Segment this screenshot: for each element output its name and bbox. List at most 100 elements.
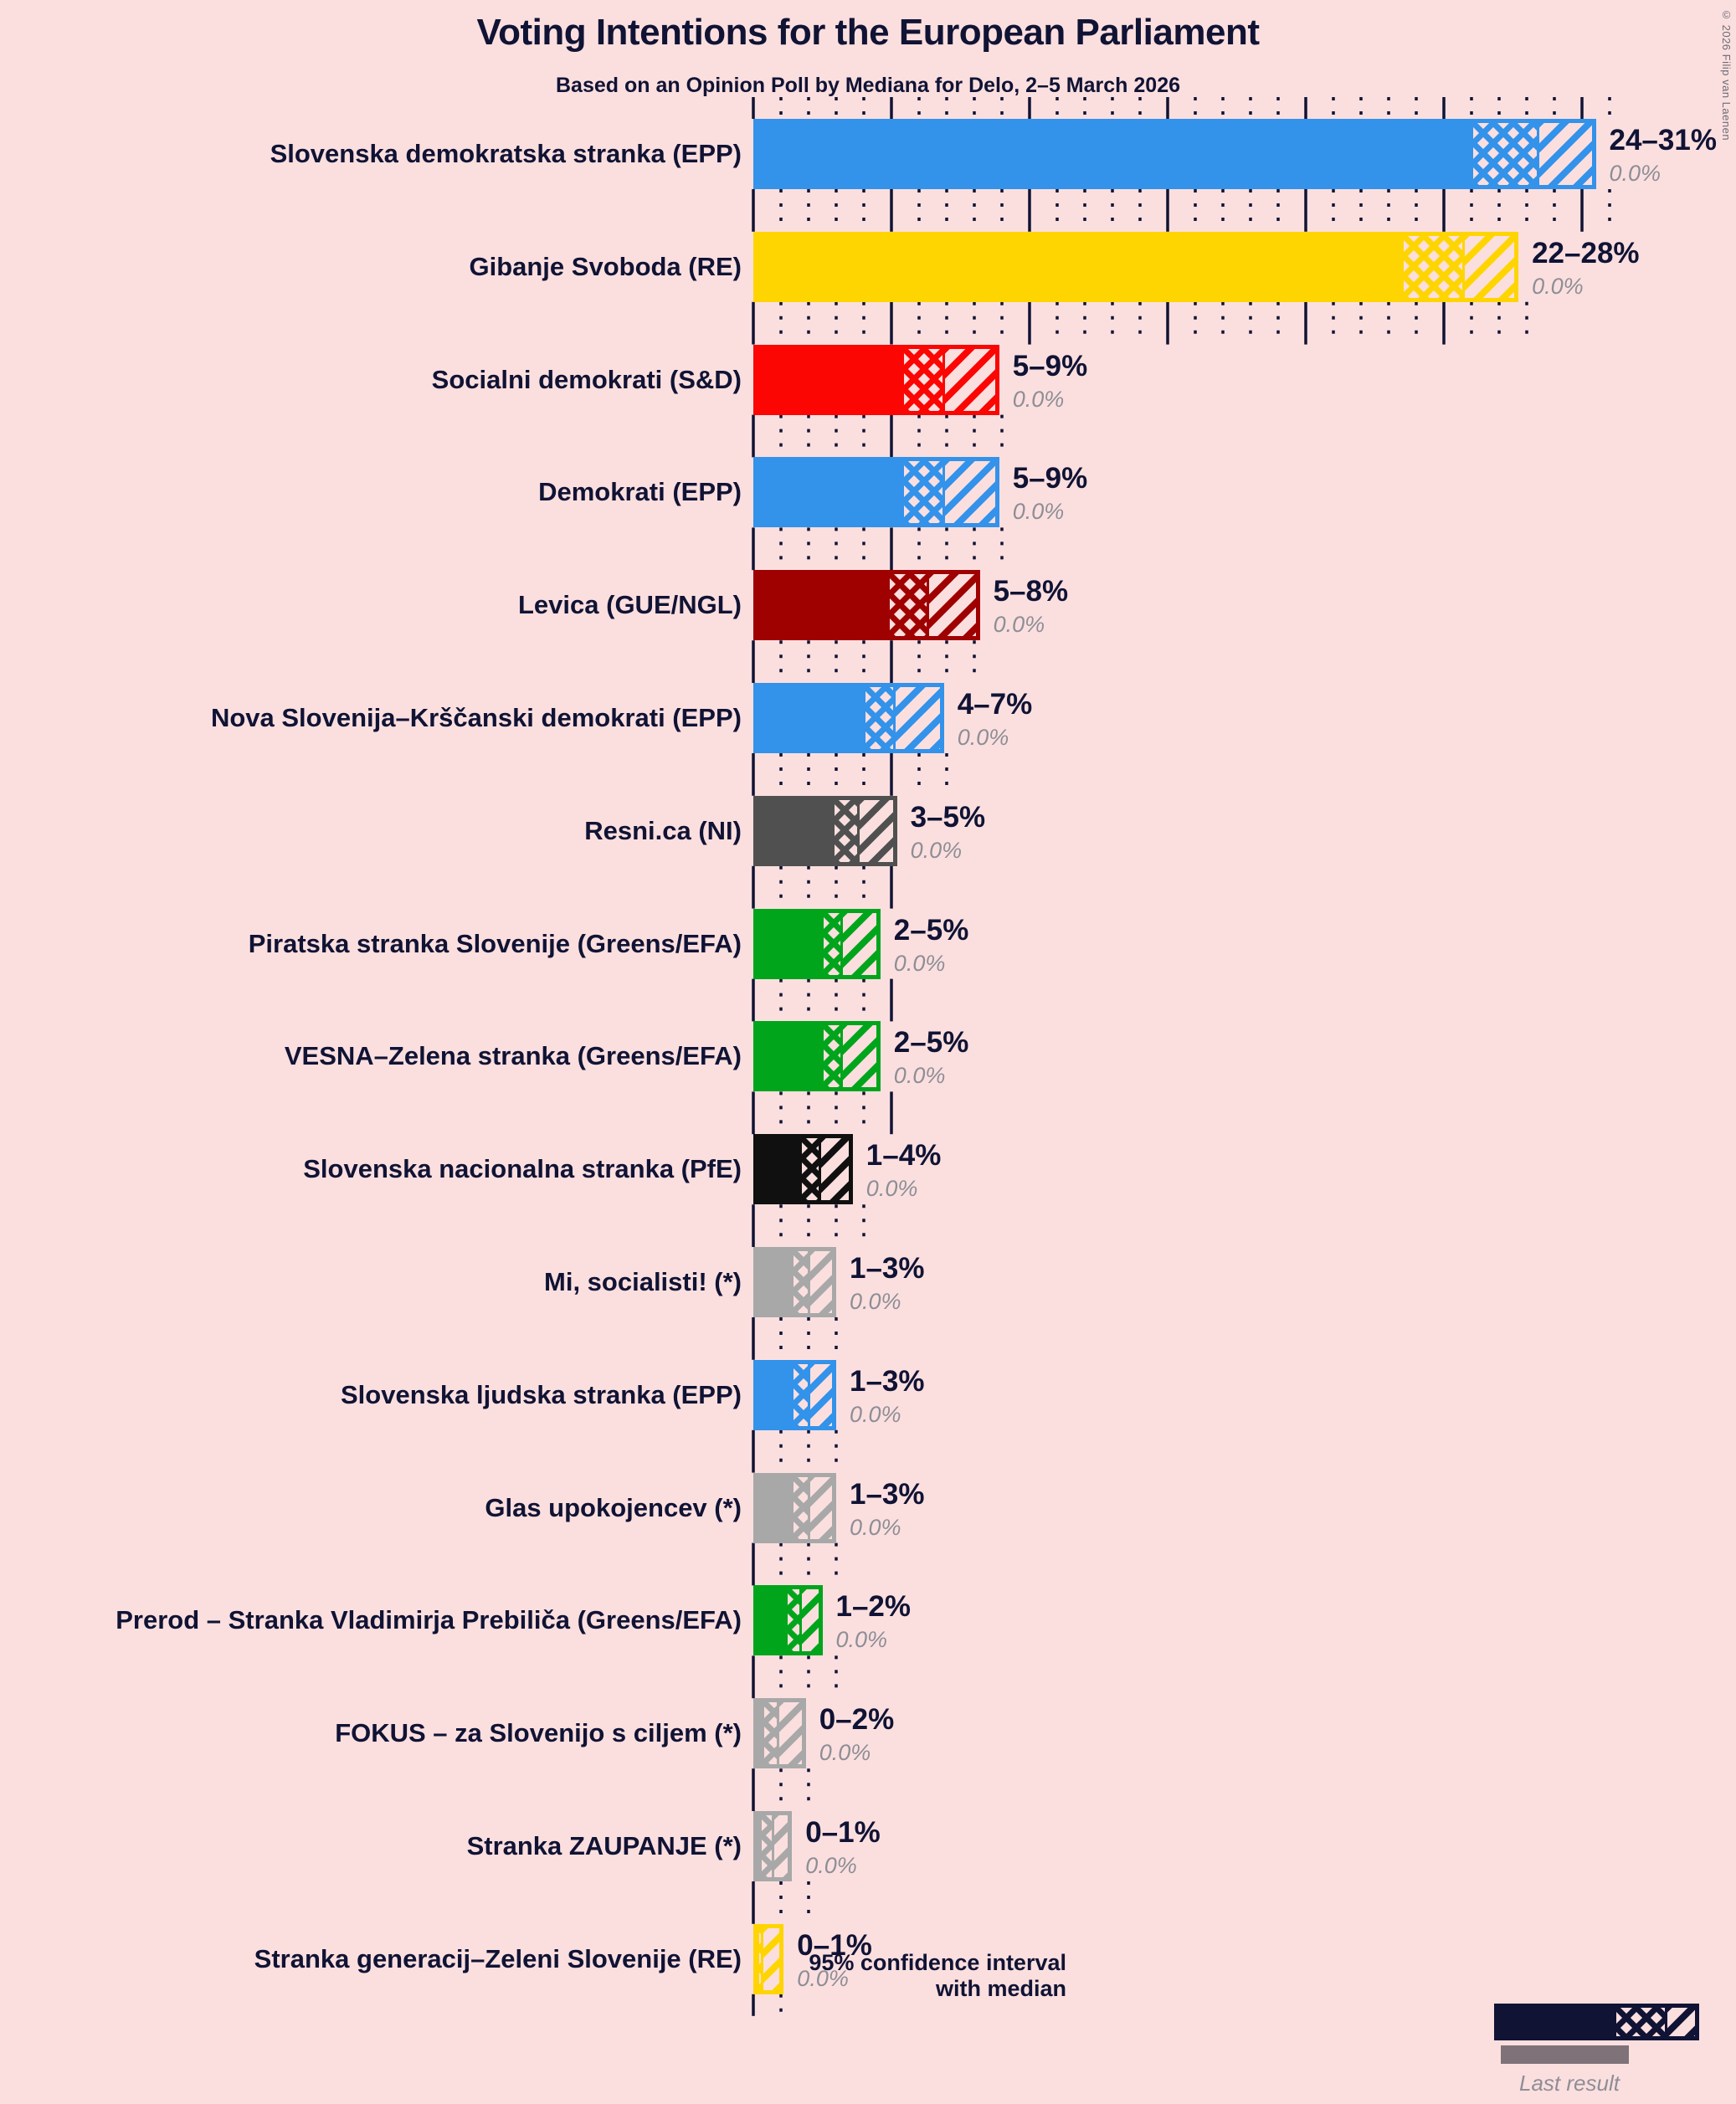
bar-crosshatch-segment (788, 1589, 802, 1652)
ci-value-label: 5–9% (1012, 462, 1088, 495)
bar-solid-segment (758, 687, 865, 749)
party-label: Nova Slovenija–Krščanski demokrati (EPP) (210, 703, 742, 732)
party-label: Socialni demokrati (S&D) (431, 364, 742, 394)
confidence-interval-bar (753, 683, 944, 753)
bar-solid-segment (758, 574, 891, 637)
confidence-interval-bar (753, 1923, 784, 1994)
ci-value-label: 0–2% (819, 1703, 895, 1737)
bar-crosshatch-segment (1472, 123, 1539, 185)
confidence-interval-bar (753, 1359, 836, 1430)
bar-diagonal-segment (1538, 123, 1592, 185)
ci-value-label: 1–2% (835, 1590, 912, 1624)
legend-crosshatch-segment (1616, 2008, 1668, 2036)
last-result-label: 0.0% (1012, 499, 1065, 525)
party-label: Resni.ca (NI) (584, 815, 742, 845)
party-label: Prerod – Stranka Vladimirja Prebiliča (G… (116, 1605, 742, 1635)
chart-row: FOKUS – za Slovenijo s ciljem (*) 0–2% 0.0… (0, 1676, 1736, 1789)
ci-value-label: 24–31% (1609, 124, 1717, 157)
ci-value-label: 4–7% (957, 688, 1033, 721)
chart-row: Socialni demokrati (S&D) 5–9% 0.0% (0, 323, 1736, 436)
bar-crosshatch-segment (890, 574, 929, 637)
ci-value-label: 2–5% (893, 913, 969, 947)
legend-ci-swatch (1494, 2004, 1699, 2040)
bar-crosshatch-segment (801, 1138, 821, 1201)
last-result-label: 0.0% (850, 1401, 901, 1427)
last-result-label: 0.0% (850, 1514, 901, 1540)
ci-value-label: 0–1% (805, 1816, 881, 1849)
confidence-interval-bar (753, 457, 999, 528)
bar-crosshatch-segment (1404, 235, 1465, 298)
chart-row: Resni.ca (NI) 3–5% 0.0% (0, 774, 1736, 887)
bar-crosshatch-segment (793, 1476, 810, 1539)
chart-row: Nova Slovenija–Krščanski demokrati (EPP)… (0, 661, 1736, 774)
ci-value-label: 2–5% (893, 1026, 969, 1060)
bar-diagonal-segment (763, 1927, 780, 1990)
party-label: Piratska stranka Slovenije (Greens/EFA) (248, 928, 742, 958)
chart-row: Glas upokojencev (*) 1–3% 0.0% (0, 1451, 1736, 1564)
bar-solid-segment (758, 912, 824, 975)
party-label: Glas upokojencev (*) (485, 1492, 742, 1522)
last-result-label: 0.0% (850, 1289, 901, 1314)
party-label: Slovenska ljudska stranka (EPP) (341, 1379, 742, 1409)
chart-row: Demokrati (EPP) 5–9% 0.0% (0, 435, 1736, 548)
bar-solid-segment (758, 1702, 765, 1765)
chart-row: Prerod – Stranka Vladimirja Prebiliča (G… (0, 1563, 1736, 1676)
confidence-interval-bar (753, 1811, 793, 1881)
confidence-interval-bar (753, 570, 980, 641)
last-result-label: 0.0% (835, 1627, 888, 1653)
legend-line1: 95% confidence interval (809, 1950, 1066, 1975)
last-result-label: 0.0% (910, 837, 963, 863)
legend-solid-segment (1498, 2008, 1616, 2036)
chart-row: Mi, socialisti! (*) 1–3% 0.0% (0, 1225, 1736, 1338)
bar-diagonal-segment (928, 574, 976, 637)
chart-subtitle: Based on an Opinion Poll by Mediana for … (555, 74, 1181, 97)
last-result-label: 0.0% (1012, 386, 1065, 412)
bar-diagonal-segment (860, 799, 893, 862)
copyright-notice: © 2026 Filip van Laenen (1720, 8, 1733, 141)
confidence-interval-bar (753, 1585, 823, 1656)
confidence-interval-bar (753, 1472, 836, 1543)
party-label: Mi, socialisti! (*) (544, 1267, 742, 1296)
legend-diagonal-segment (1667, 2008, 1695, 2036)
ci-value-label: 22–28% (1532, 236, 1640, 269)
last-result-label: 0.0% (819, 1740, 871, 1766)
chart-row: Gibanje Svoboda (RE) 22–28% 0.0% (0, 210, 1736, 323)
legend-last-result-swatch (1501, 2045, 1629, 2064)
bar-diagonal-segment (843, 912, 876, 975)
bar-crosshatch-segment (764, 1702, 780, 1765)
party-label: Slovenska nacionalna stranka (PfE) (303, 1154, 742, 1184)
bar-crosshatch-segment (865, 687, 896, 749)
party-label: Stranka ZAUPANJE (*) (466, 1831, 742, 1860)
legend-title-line1: 95% confidence interval with median (715, 1950, 1066, 2002)
bar-solid-segment (758, 235, 1405, 298)
ci-value-label: 3–5% (910, 800, 986, 834)
chart-row: Stranka ZAUPANJE (*) 0–1% 0.0% (0, 1789, 1736, 1902)
legend-last-result-label: Last result (1519, 2071, 1620, 2096)
ci-value-label: 1–3% (850, 1364, 925, 1398)
bar-crosshatch-segment (835, 799, 860, 862)
confidence-interval-bar (753, 1698, 806, 1769)
party-label: Levica (GUE/NGL) (518, 590, 742, 620)
party-label: Stranka generacij–Zeleni Slovenije (RE) (254, 1943, 742, 1973)
confidence-interval-bar (753, 344, 999, 415)
bar-solid-segment (758, 461, 904, 524)
bar-diagonal-segment (1464, 235, 1515, 298)
bar-solid-segment (758, 1251, 794, 1313)
chart-row: Piratska stranka Slovenije (Greens/EFA) 2… (0, 887, 1736, 1000)
bar-diagonal-segment (896, 687, 940, 749)
bar-crosshatch-segment (793, 1363, 810, 1426)
last-result-label: 0.0% (1609, 161, 1662, 186)
party-label: Demokrati (EPP) (538, 477, 742, 507)
ci-value-label: 0–1% (797, 1928, 872, 1962)
bar-crosshatch-segment (761, 1815, 774, 1877)
party-label: Slovenska demokratska stranka (EPP) (270, 139, 742, 168)
chart-row: Slovenska ljudska stranka (EPP) 1–3% 0.0% (0, 1338, 1736, 1451)
last-result-label: 0.0% (993, 612, 1045, 638)
bar-solid-segment (758, 1927, 759, 1990)
bar-diagonal-segment (779, 1702, 802, 1765)
bar-solid-segment (758, 348, 904, 411)
last-result-label: 0.0% (957, 725, 1009, 750)
party-label: VESNA–Zelena stranka (Greens/EFA) (284, 1041, 742, 1071)
ci-value-label: 5–8% (993, 575, 1069, 608)
bar-solid-segment (758, 799, 835, 862)
